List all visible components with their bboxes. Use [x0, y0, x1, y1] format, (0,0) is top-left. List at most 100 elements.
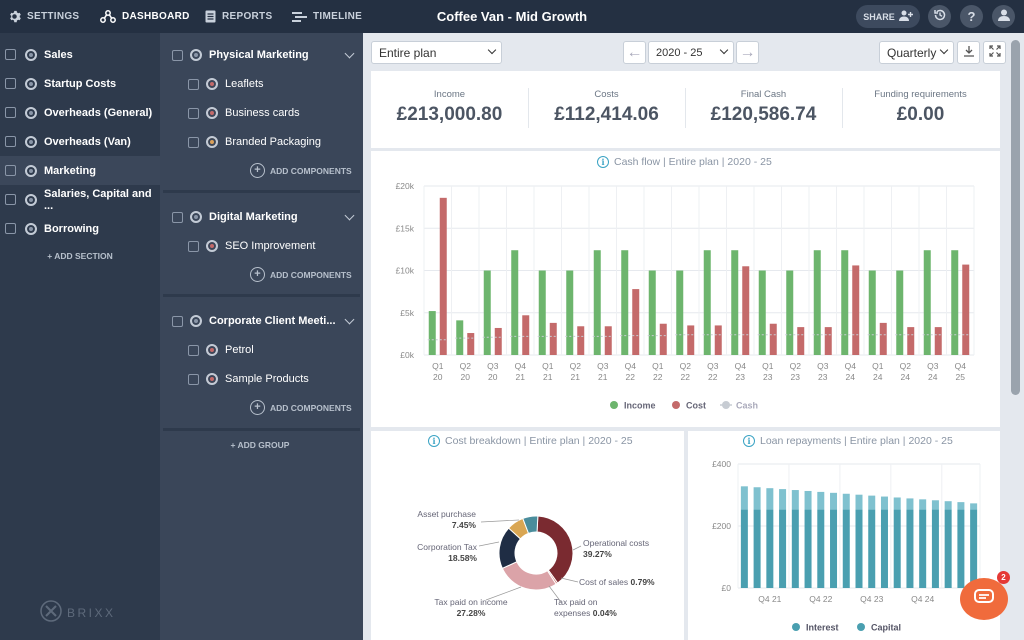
- share-button[interactable]: SHARE: [856, 5, 920, 28]
- component-radio[interactable]: [206, 373, 218, 385]
- x-tick-label: Q4: [735, 361, 747, 371]
- info-icon[interactable]: i: [743, 435, 755, 447]
- kpi-1: Costs £112,414.06: [528, 89, 685, 126]
- add-group-button[interactable]: + ADD GROUP: [230, 440, 290, 450]
- group-checkbox[interactable]: [172, 211, 183, 223]
- chevron-down-icon: [719, 45, 729, 55]
- income-bar: [896, 270, 904, 355]
- prev-period-button[interactable]: ←: [623, 41, 646, 64]
- component-item[interactable]: SEO Improvement: [176, 234, 356, 258]
- section-item[interactable]: Startup Costs: [0, 69, 160, 98]
- settings-nav[interactable]: SETTINGS: [8, 0, 79, 33]
- cost-bar: [714, 325, 722, 355]
- add-components-button[interactable]: + ADD COMPONENTS: [250, 400, 352, 415]
- group-radio[interactable]: [190, 49, 202, 61]
- component-radio[interactable]: [206, 240, 218, 252]
- capital-bar: [957, 509, 965, 588]
- x-tick-label: Q4 23: [860, 594, 883, 604]
- plan-select[interactable]: Entire plan: [371, 41, 502, 64]
- component-checkbox[interactable]: [188, 78, 199, 90]
- section-item[interactable]: Overheads (General): [0, 98, 160, 127]
- chat-button[interactable]: [960, 578, 1008, 620]
- section-item[interactable]: Salaries, Capital and ...: [0, 185, 160, 214]
- section-checkbox[interactable]: [5, 136, 16, 147]
- section-checkbox[interactable]: [5, 165, 16, 176]
- section-radio[interactable]: [25, 106, 37, 119]
- section-checkbox[interactable]: [5, 194, 16, 205]
- download-button[interactable]: [957, 41, 980, 64]
- info-icon[interactable]: i: [597, 156, 609, 168]
- group-header[interactable]: Physical Marketing: [160, 43, 363, 67]
- component-item[interactable]: Business cards: [176, 101, 356, 125]
- help-button[interactable]: ?: [960, 5, 983, 28]
- chevron-down-icon[interactable]: [344, 210, 355, 221]
- group-checkbox[interactable]: [172, 315, 183, 327]
- section-radio[interactable]: [25, 135, 37, 148]
- capital-bar: [906, 509, 914, 588]
- x-tick-label: Q2: [900, 361, 912, 371]
- group-radio[interactable]: [190, 315, 202, 327]
- slice-label: Corporation Tax: [417, 542, 478, 552]
- component-checkbox[interactable]: [188, 107, 199, 119]
- component-radio[interactable]: [206, 78, 218, 90]
- section-radio[interactable]: [25, 164, 37, 177]
- next-period-button[interactable]: →: [736, 41, 759, 64]
- timeline-label: TIMELINE: [313, 11, 363, 22]
- component-item[interactable]: Branded Packaging: [176, 130, 356, 154]
- logo-text: BRIXX: [67, 605, 116, 620]
- reports-nav[interactable]: REPORTS: [205, 0, 272, 33]
- capital-bar: [868, 509, 876, 588]
- main-scrollbar[interactable]: [1011, 40, 1020, 395]
- section-radio[interactable]: [25, 222, 37, 235]
- section-item[interactable]: Overheads (Van): [0, 127, 160, 156]
- x-tick-label: 20: [488, 372, 498, 382]
- section-radio[interactable]: [25, 77, 37, 90]
- component-radio[interactable]: [206, 107, 218, 119]
- legend-label: Capital: [871, 623, 901, 633]
- component-radio[interactable]: [206, 344, 218, 356]
- add-components-label: ADD COMPONENTS: [270, 269, 352, 280]
- component-radio[interactable]: [206, 136, 218, 148]
- section-checkbox[interactable]: [5, 78, 16, 89]
- account-button[interactable]: [992, 5, 1015, 28]
- add-components-button[interactable]: + ADD COMPONENTS: [250, 267, 352, 282]
- section-item[interactable]: Marketing: [0, 156, 160, 185]
- chevron-down-icon[interactable]: [344, 314, 355, 325]
- group-radio[interactable]: [190, 211, 202, 223]
- timeline-nav[interactable]: TIMELINE: [292, 0, 362, 33]
- section-checkbox[interactable]: [5, 107, 16, 118]
- section-checkbox[interactable]: [5, 223, 16, 234]
- component-item[interactable]: Sample Products: [176, 367, 356, 391]
- component-checkbox[interactable]: [188, 136, 199, 148]
- legend-swatch: [672, 401, 680, 409]
- income-bar: [841, 250, 849, 355]
- groups-panel: [160, 33, 363, 640]
- group-header[interactable]: Digital Marketing: [160, 205, 363, 229]
- dashboard-nav[interactable]: DASHBOARD: [100, 0, 190, 33]
- group-checkbox[interactable]: [172, 49, 183, 61]
- component-checkbox[interactable]: [188, 373, 199, 385]
- frequency-select[interactable]: Quarterly: [879, 41, 954, 64]
- cost-breakdown-card: [371, 431, 684, 640]
- info-icon[interactable]: i: [428, 435, 440, 447]
- history-button[interactable]: [928, 5, 951, 28]
- chevron-down-icon[interactable]: [344, 48, 355, 59]
- add-components-button[interactable]: + ADD COMPONENTS: [250, 163, 352, 178]
- component-checkbox[interactable]: [188, 344, 199, 356]
- component-item[interactable]: Petrol: [176, 338, 356, 362]
- section-item[interactable]: Sales: [0, 40, 160, 69]
- x-tick-label: Q3: [597, 361, 609, 371]
- component-checkbox[interactable]: [188, 240, 199, 252]
- group-header[interactable]: Corporate Client Meeti...: [160, 309, 363, 333]
- section-item[interactable]: Borrowing: [0, 214, 160, 243]
- capital-bar: [919, 509, 927, 588]
- cost-bar: [467, 333, 475, 355]
- add-section-button[interactable]: + ADD SECTION: [47, 251, 113, 261]
- fullscreen-button[interactable]: [983, 41, 1006, 64]
- section-radio[interactable]: [25, 193, 37, 206]
- section-checkbox[interactable]: [5, 49, 16, 60]
- period-select[interactable]: 2020 - 25: [648, 41, 734, 64]
- section-radio[interactable]: [25, 48, 37, 61]
- component-item[interactable]: Leaflets: [176, 72, 356, 96]
- interest-bar: [906, 498, 914, 510]
